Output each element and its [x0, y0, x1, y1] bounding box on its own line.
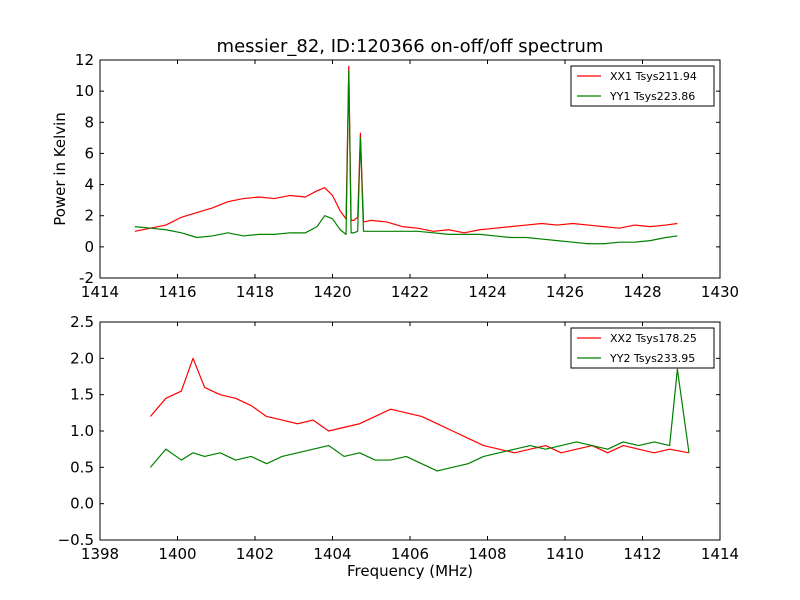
bottom-x-tick-label: 1414: [701, 545, 739, 563]
bottom-legend-box: [570, 327, 715, 369]
top-y-tick-label: 12: [75, 51, 94, 69]
top-x-tick-label: 1414: [81, 283, 119, 301]
bottom-y-tick-label: 1.0: [70, 422, 94, 440]
top-legend: XX1 Tsys211.94 YY1 Tsys223.86: [570, 65, 715, 107]
top-y-axis-label: Power in Kelvin: [51, 112, 69, 226]
bottom-x-tick-label: 1404: [313, 545, 351, 563]
top-series-group: [134, 65, 678, 245]
top-y-tick-label: 6: [84, 144, 94, 162]
bottom-x-tick-label: 1398: [81, 545, 119, 563]
bottom-x-axis-label: Frequency (MHz): [347, 562, 473, 580]
bottom-y-tick-label: 1.5: [70, 386, 94, 404]
top-y-tick-label: 4: [84, 176, 94, 194]
bottom-legend-label-1: XX2 Tsys178.25: [610, 332, 697, 345]
bottom-y-tick-label: −0.5: [58, 531, 94, 549]
top-x-tick-label: 1418: [236, 283, 274, 301]
bottom-legend-label-2: YY2 Tsys233.95: [609, 352, 695, 365]
top-x-tick-label: 1422: [391, 283, 429, 301]
top-y-tick-label: 2: [84, 207, 94, 225]
bottom-series-group: [149, 357, 690, 472]
top-x-tick-label: 1420: [313, 283, 351, 301]
bottom-legend: XX2 Tsys178.25 YY2 Tsys233.95: [570, 327, 715, 369]
figure-title: messier_82, ID:120366 on-off/off spectru…: [217, 36, 604, 57]
bottom-spectrum-panel: 1398 1400 1402 1404 1406 1408 1410 1412 1414 −0.5…: [58, 313, 740, 580]
top-series-line-2: [134, 70, 678, 245]
top-legend-box: [570, 65, 715, 107]
top-x-tick-label: 1428: [623, 283, 661, 301]
top-y-tick-label: 8: [84, 113, 94, 131]
top-legend-label-2: YY1 Tsys223.86: [609, 90, 695, 103]
bottom-y-tick-label: 0.5: [70, 458, 94, 476]
bottom-x-tick-label: 1410: [546, 545, 584, 563]
top-y-tick-label: -2: [79, 269, 94, 287]
bottom-y-tick-label: 2.5: [70, 313, 94, 331]
top-spectrum-panel: 1414 1416 1418 1420 1422 1424 1426 1428 1430 -2 0 2…: [51, 51, 739, 301]
bottom-x-tick-label: 1406: [391, 545, 429, 563]
bottom-x-tick-label: 1402: [236, 545, 274, 563]
bottom-x-tick-label: 1412: [623, 545, 661, 563]
bottom-series-line-2: [149, 368, 690, 472]
bottom-y-tick-label: 0.0: [70, 495, 94, 513]
top-x-tick-label: 1426: [546, 283, 584, 301]
top-x-tick-label: 1416: [158, 283, 196, 301]
top-x-tick-label: 1424: [468, 283, 506, 301]
top-y-tick-label: 0: [84, 238, 94, 256]
bottom-x-tick-label: 1400: [158, 545, 196, 563]
bottom-y-tick-label: 2.0: [70, 349, 94, 367]
top-legend-label-1: XX1 Tsys211.94: [610, 70, 697, 83]
top-y-tick-label: 10: [75, 82, 94, 100]
bottom-x-tick-label: 1408: [468, 545, 506, 563]
top-x-tick-label: 1430: [701, 283, 739, 301]
